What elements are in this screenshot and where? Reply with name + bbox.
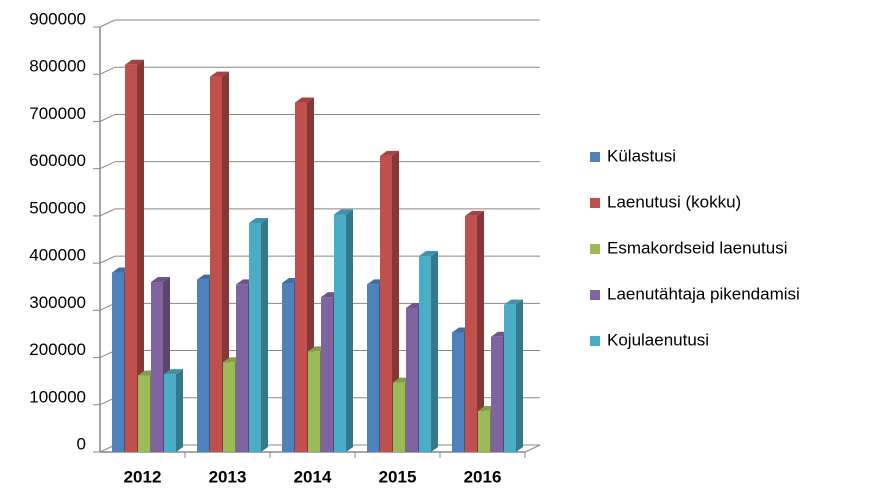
bar [419, 256, 431, 452]
legend-swatch [590, 244, 600, 254]
grid-slant [99, 19, 116, 28]
bar-top [125, 59, 144, 65]
bar [321, 297, 333, 452]
bar-top [504, 299, 523, 305]
bar [197, 279, 209, 452]
y-tick-label: 0 [77, 434, 86, 453]
bar-side [222, 71, 229, 452]
legend-label: Kojulaenutusi [607, 330, 709, 349]
bar-side [137, 59, 144, 453]
bar-top [210, 71, 229, 77]
bar [380, 155, 392, 452]
bar [151, 282, 163, 452]
bar [367, 284, 379, 452]
legend-label: Esmakordseid laenutusi [607, 238, 787, 257]
x-tick-label: 2014 [294, 467, 332, 486]
bar-top [295, 97, 314, 103]
legend-swatch [590, 152, 600, 162]
bar [478, 410, 490, 452]
y-tick-label: 800000 [29, 57, 86, 76]
y-tick-label: 100000 [29, 387, 86, 406]
bar [393, 382, 405, 452]
floor-edge [524, 444, 541, 453]
bar [504, 304, 516, 452]
bar-top [419, 251, 438, 257]
y-tick-label: 300000 [29, 293, 86, 312]
grid-slant [99, 161, 116, 170]
bar-side [431, 251, 438, 452]
grid-slant [99, 113, 116, 122]
bar-side [346, 209, 353, 452]
y-tick-label: 200000 [29, 340, 86, 359]
legend-swatch [590, 290, 600, 300]
bar [236, 284, 248, 452]
legend-label: Laenutusi (kokku) [607, 192, 741, 211]
grid-slant [99, 255, 116, 264]
y-tick-label: 700000 [29, 104, 86, 123]
bar [491, 336, 503, 452]
x-tick-label: 2013 [209, 467, 247, 486]
bar [164, 374, 176, 452]
bar-top [164, 369, 183, 375]
bar-side [261, 217, 268, 452]
bar-top [334, 209, 353, 215]
bar [295, 102, 307, 453]
grid-slant [99, 208, 116, 217]
bar-side [392, 150, 399, 452]
legend-swatch [590, 336, 600, 346]
x-tick-label: 2012 [124, 467, 162, 486]
bar-side [516, 299, 523, 452]
bar [452, 332, 464, 452]
x-tick-label: 2016 [464, 467, 502, 486]
bar [210, 76, 222, 452]
legend-swatch [590, 198, 600, 208]
grid-slant [99, 66, 116, 75]
bar-top [465, 210, 484, 216]
bar-top [151, 277, 170, 282]
bar-side [477, 210, 484, 452]
y-tick-label: 400000 [29, 246, 86, 265]
x-tick-label: 2015 [379, 467, 417, 486]
bar [308, 351, 320, 452]
y-tick-label: 500000 [29, 198, 86, 217]
bar [282, 282, 294, 452]
bar [112, 272, 124, 452]
bar [125, 64, 137, 453]
bar [249, 222, 261, 452]
bar [465, 215, 477, 452]
bar-top [380, 150, 399, 156]
legend-label: Laenutähtaja pikendamisi [607, 284, 800, 303]
bar [334, 214, 346, 452]
bar [223, 362, 235, 452]
bar-side [176, 369, 183, 452]
y-tick-label: 600000 [29, 151, 86, 170]
y-tick-label: 900000 [29, 9, 86, 28]
bar [406, 307, 418, 452]
bar [138, 375, 150, 452]
bar-top [249, 217, 268, 223]
legend-label: Külastusi [607, 146, 676, 165]
